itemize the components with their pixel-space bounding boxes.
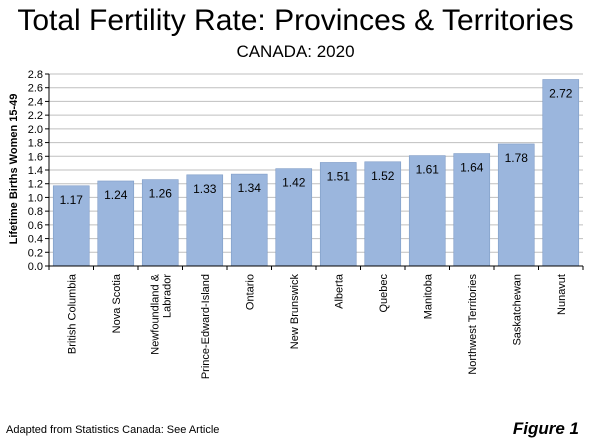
y-tick-label: 1.0	[28, 192, 43, 204]
x-tick-label: Alberta	[333, 273, 345, 309]
x-tick-label: British Columbia	[66, 273, 78, 354]
y-tick-labels: 0.00.20.40.60.81.01.21.41.61.82.02.22.42…	[28, 69, 43, 273]
figure-label: Figure 1	[512, 419, 579, 438]
y-tick-label: 1.4	[28, 165, 43, 177]
y-axis-label: Lifetime Births Women 15-49	[8, 94, 20, 245]
bar	[542, 79, 580, 267]
y-tick-label: 2.0	[28, 124, 43, 136]
x-tick-label: Quebec	[378, 274, 390, 313]
y-tick-label: 2.2	[28, 110, 43, 122]
bars	[52, 79, 580, 267]
x-tick-label: Labrador	[161, 274, 173, 318]
x-tick-label: Ontario	[244, 274, 256, 310]
y-tick-label: 2.6	[28, 83, 43, 95]
y-tick-label: 1.2	[28, 179, 43, 191]
x-tick-label: Nunavut	[556, 274, 568, 315]
bar	[319, 162, 357, 267]
data-label: 1.51	[327, 169, 351, 183]
x-tick-label: Northwest Territories	[467, 274, 479, 375]
x-tick-labels: British Columbia Nova Scotia Newfoundland …	[66, 273, 568, 379]
data-label: 1.52	[371, 169, 395, 183]
bar	[141, 179, 179, 267]
y-tick-label: 0.8	[28, 206, 43, 218]
y-tick-label: 0.4	[28, 234, 43, 246]
x-tick-label: Prince-Edward-Island	[200, 274, 212, 379]
y-tick-label: 0.0	[28, 261, 43, 273]
bar	[364, 161, 402, 267]
data-label: 1.61	[416, 163, 440, 177]
chart-subtitle: CANADA: 2020	[236, 42, 355, 61]
x-tick-label: New Brunswick	[289, 274, 301, 350]
data-label: 1.17	[60, 193, 84, 207]
x-tick-label: Saskatchewan	[511, 274, 523, 346]
bar	[408, 155, 446, 267]
x-tick-label: Newfoundland &	[149, 273, 161, 354]
bar	[275, 168, 313, 267]
y-tick-label: 1.8	[28, 138, 43, 150]
bar	[97, 180, 135, 267]
data-label: 1.26	[149, 187, 173, 201]
y-tick-label: 0.2	[28, 247, 43, 259]
data-labels: 1.17 1.24 1.26 1.33 1.34 1.42 1.51 1.52 1.61 1.64…	[60, 86, 573, 206]
data-label: 1.78	[505, 151, 529, 165]
bar	[230, 173, 268, 267]
y-tick-label: 0.6	[28, 220, 43, 232]
x-tick-label: Nova Scotia	[111, 273, 123, 333]
grid-lines	[49, 73, 583, 253]
data-label: 1.24	[104, 188, 128, 202]
chart-title: Total Fertility Rate: Provinces & Territ…	[17, 4, 574, 37]
y-tick-label: 2.8	[28, 69, 43, 81]
axes	[45, 73, 584, 270]
bar	[497, 143, 535, 267]
data-label: 1.34	[238, 181, 262, 195]
bar	[453, 153, 491, 267]
x-tick-label: Manitoba	[422, 273, 434, 319]
data-label: 1.33	[193, 182, 217, 196]
data-label: 1.42	[282, 176, 306, 190]
bar	[186, 174, 224, 267]
data-label: 1.64	[460, 161, 484, 175]
data-label: 2.72	[549, 86, 573, 100]
y-tick-label: 2.4	[28, 96, 43, 108]
y-tick-label: 1.6	[28, 151, 43, 163]
source-note: Adapted from Statistics Canada: See Arti…	[6, 424, 220, 436]
